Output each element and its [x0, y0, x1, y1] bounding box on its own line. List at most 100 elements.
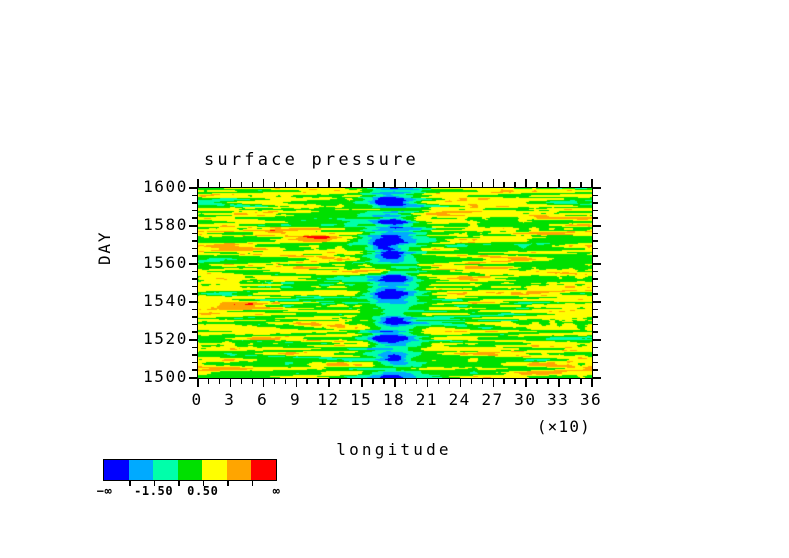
- colorbar-tick: [178, 480, 180, 486]
- colorbar-cell-3: [177, 460, 203, 480]
- x-tick-label: 27: [481, 390, 504, 409]
- x-tick-label: 9: [289, 390, 302, 409]
- tick-mark: [207, 182, 210, 187]
- tick-mark: [251, 378, 254, 384]
- tick-mark: [339, 182, 341, 187]
- tick-mark: [192, 247, 197, 250]
- tick-mark: [394, 179, 396, 187]
- colorbar-tick: [153, 480, 156, 486]
- tick-mark: [328, 378, 330, 387]
- x-tick-label: 30: [514, 390, 537, 409]
- tick-mark: [383, 182, 385, 187]
- tick-mark: [207, 378, 210, 384]
- tick-mark: [536, 182, 538, 187]
- tick-mark: [448, 378, 451, 384]
- tick-mark: [592, 194, 598, 197]
- tick-mark: [218, 182, 221, 187]
- tick-mark: [569, 182, 571, 187]
- tick-mark: [192, 354, 197, 356]
- tick-mark: [192, 316, 197, 318]
- x-tick-label: 6: [257, 390, 269, 409]
- tick-mark: [481, 182, 484, 187]
- y-tick-label: 1520: [143, 329, 188, 348]
- tick-mark: [192, 331, 197, 333]
- tick-mark: [306, 182, 308, 187]
- heatmap-field: [198, 188, 592, 378]
- tick-mark: [437, 182, 440, 187]
- heatmap-plot-area[interactable]: [197, 187, 593, 379]
- tick-mark: [592, 285, 598, 288]
- tick-mark: [240, 378, 243, 384]
- x-tick-label: 33: [547, 390, 570, 409]
- tick-mark: [192, 361, 197, 364]
- tick-mark: [592, 369, 598, 371]
- tick-mark: [273, 378, 276, 384]
- tick-mark: [459, 179, 462, 187]
- x-tick-label: 15: [350, 390, 373, 409]
- tick-mark: [189, 377, 197, 379]
- tick-mark: [591, 179, 593, 187]
- tick-mark: [592, 202, 598, 204]
- tick-mark: [470, 182, 473, 187]
- tick-mark: [426, 179, 429, 187]
- tick-mark: [592, 240, 598, 242]
- tick-mark: [372, 182, 374, 187]
- colorbar-cell-6: [251, 460, 277, 480]
- tick-mark: [592, 225, 601, 227]
- tick-mark: [383, 378, 385, 384]
- y-tick-label: 1540: [143, 291, 188, 310]
- colorbar-tick-marks: [103, 480, 278, 486]
- tick-mark: [317, 378, 319, 384]
- tick-mark: [192, 194, 197, 197]
- tick-mark: [492, 378, 494, 387]
- tick-mark: [592, 247, 598, 250]
- tick-mark: [192, 240, 197, 242]
- colorbar-label: 0.50: [187, 484, 219, 498]
- colorbar-cell-0: [104, 460, 129, 480]
- tick-mark: [592, 323, 598, 326]
- tick-mark: [592, 377, 601, 379]
- tick-mark: [547, 378, 549, 384]
- tick-mark: [481, 378, 484, 384]
- tick-mark: [514, 378, 516, 384]
- colorbar-label: -1.50: [134, 484, 174, 498]
- tick-mark: [192, 202, 197, 204]
- y-axis-tick-labels: 1500 1520 1540 1560 1580 1600: [120, 179, 188, 385]
- colorbar-tick: [251, 480, 254, 486]
- tick-mark: [592, 217, 598, 219]
- chart-title: surface pressure: [204, 150, 419, 170]
- tick-mark: [251, 182, 254, 187]
- tick-mark: [569, 378, 571, 384]
- tick-mark: [459, 378, 462, 387]
- tick-mark: [492, 179, 494, 187]
- tick-mark: [284, 182, 287, 187]
- tick-mark: [514, 182, 516, 187]
- tick-mark: [317, 182, 319, 187]
- x-axis-tick-labels: 0 3 6 9 12 15 18 21 24 27 30 33 36: [191, 390, 600, 414]
- tick-mark: [192, 323, 197, 326]
- tick-mark: [536, 378, 538, 384]
- tick-mark: [189, 225, 197, 227]
- tick-mark: [262, 179, 265, 187]
- colorbar-tick: [202, 480, 205, 486]
- tick-mark: [192, 270, 197, 273]
- tick-mark: [592, 346, 598, 349]
- colorbar-label: −∞: [96, 484, 113, 498]
- y-axis-title: DAY: [95, 230, 114, 265]
- tick-mark: [240, 182, 243, 187]
- tick-mark: [503, 378, 505, 384]
- x-tick-label: 21: [415, 390, 438, 409]
- y-tick-label: 1560: [143, 253, 188, 272]
- tick-mark: [592, 270, 598, 273]
- tick-mark: [192, 293, 197, 295]
- tick-mark: [592, 354, 598, 356]
- colorbar-cell-5: [226, 460, 252, 480]
- x-axis-multiplier-note: (×10): [536, 417, 591, 436]
- y-tick-label: 1500: [143, 367, 188, 386]
- x-tick-label: 12: [317, 390, 340, 409]
- y-tick-label: 1600: [143, 177, 188, 196]
- tick-mark: [558, 378, 560, 387]
- tick-mark: [404, 378, 407, 384]
- colorbar[interactable]: −∞ -1.50 0.50 ∞: [97, 459, 280, 497]
- tick-mark: [229, 179, 232, 187]
